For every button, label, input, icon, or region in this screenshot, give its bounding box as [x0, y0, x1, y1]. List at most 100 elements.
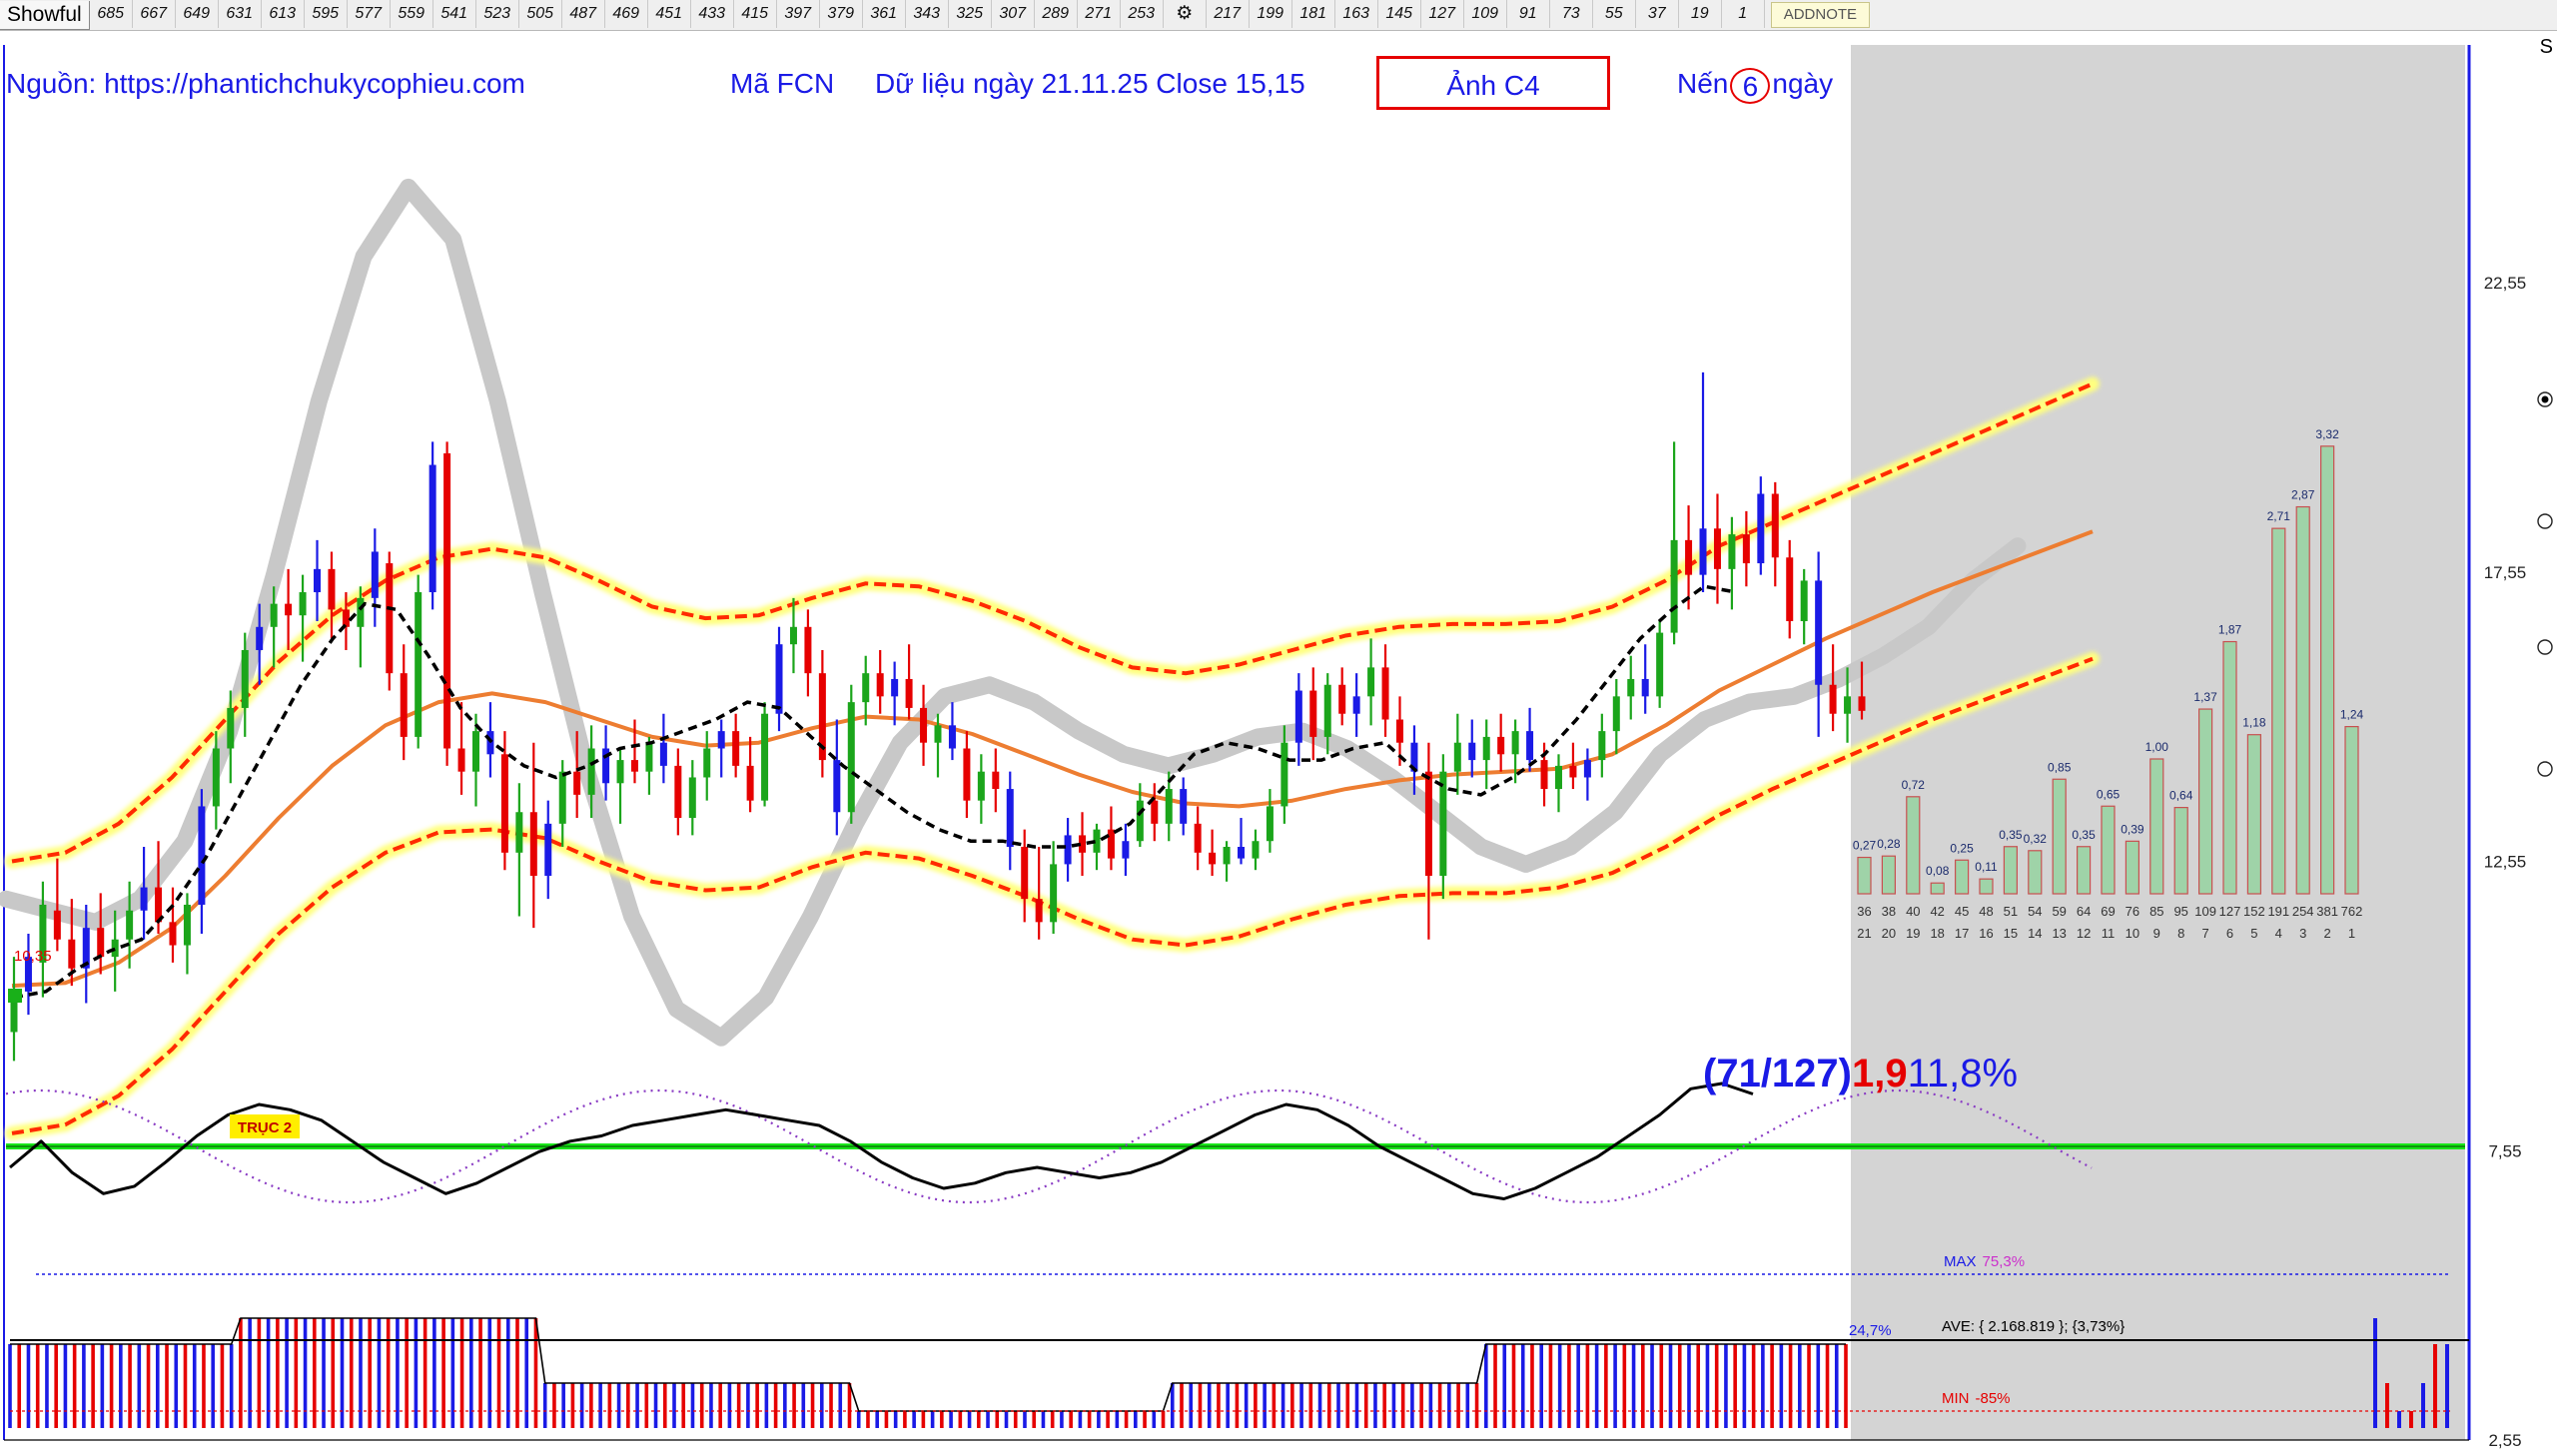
period-button[interactable]: 559	[391, 0, 433, 28]
candle-body	[1627, 678, 1635, 697]
period-button[interactable]: 109	[1464, 0, 1507, 28]
candle	[1526, 707, 1534, 772]
candle-body	[314, 568, 322, 593]
candle-body	[1771, 493, 1779, 558]
addnote-button[interactable]: ADDNOTE	[1770, 2, 1871, 28]
period-button[interactable]: 505	[519, 0, 562, 28]
period-button[interactable]: 73	[1550, 0, 1593, 28]
toolbar: Showful 685 667 649 631 613 595 577 559 541 523 50…	[0, 0, 2557, 31]
candle-body	[934, 725, 942, 743]
period-button[interactable]: 397	[777, 0, 820, 28]
candle	[1294, 673, 1302, 766]
cycle-bar-rect	[2077, 846, 2092, 895]
chart-header: Nguồn: https://phantichchukycophieu.com …	[0, 56, 1858, 110]
candle	[256, 603, 264, 685]
period-button[interactable]: 595	[305, 0, 348, 28]
cycle-bar-index: 20	[1882, 926, 1896, 941]
cycle-bar-rect	[2028, 850, 2043, 895]
candle-body	[1294, 690, 1302, 743]
candle-body	[1858, 696, 1866, 711]
period-button[interactable]: 253	[1121, 0, 1164, 28]
candle	[1151, 783, 1159, 842]
candle-body	[1497, 736, 1505, 755]
cycle-bar-period: 64	[2077, 904, 2091, 919]
cycle-bar-index: 6	[2226, 926, 2233, 941]
period-button[interactable]: 577	[348, 0, 391, 28]
period-button[interactable]: 271	[1078, 0, 1121, 28]
app-brand-button[interactable]: Showful	[0, 0, 90, 30]
period-button[interactable]: 19	[1679, 0, 1722, 28]
period-button[interactable]: 163	[1335, 0, 1378, 28]
cycle-bar-value: 1,37	[2193, 690, 2217, 704]
period-button[interactable]: 127	[1421, 0, 1464, 28]
candle	[415, 574, 423, 749]
period-button[interactable]: 415	[734, 0, 777, 28]
candle	[457, 702, 465, 795]
period-button[interactable]: 325	[949, 0, 992, 28]
candle-body	[789, 626, 797, 645]
period-button[interactable]: 685	[90, 0, 133, 28]
period-button[interactable]: 181	[1292, 0, 1335, 28]
candle-body	[1266, 806, 1274, 842]
cycle-bar: 0,27 36 21	[1853, 839, 1877, 941]
cycle-sine-wave	[5, 1089, 2093, 1204]
source-label[interactable]: Nguồn: https://phantichchukycophieu.com	[6, 68, 525, 99]
period-button[interactable]: 1	[1722, 0, 1765, 28]
cycle-bar-rect	[2125, 840, 2139, 895]
candle	[934, 713, 942, 778]
period-button[interactable]: 469	[605, 0, 648, 28]
candle	[53, 858, 61, 952]
period-button[interactable]: 451	[648, 0, 691, 28]
cycle-bar-rect	[1954, 859, 1970, 895]
candle	[82, 904, 90, 1004]
cycle-bar: 0,65 69 11	[2097, 787, 2121, 941]
price-tick-label: 12,55	[2484, 853, 2527, 872]
candle-body	[1021, 847, 1029, 900]
period-button[interactable]: 91	[1507, 0, 1550, 28]
period-button[interactable]: 487	[562, 0, 605, 28]
candle	[1627, 655, 1635, 720]
period-button[interactable]: 379	[820, 0, 863, 28]
period-button[interactable]: 145	[1378, 0, 1421, 28]
candle-body	[415, 592, 423, 737]
candle-body	[587, 748, 595, 795]
smooth-trend-line	[11, 529, 2094, 989]
candle	[500, 731, 508, 871]
candle	[1815, 551, 1823, 737]
gear-icon[interactable]: ⚙	[1164, 0, 1207, 28]
period-button[interactable]: 613	[262, 0, 305, 28]
cycle-bar-index: 13	[2052, 926, 2066, 941]
start-marker-icon	[8, 989, 22, 1003]
cycle-bar-value: 0,35	[2072, 828, 2096, 842]
period-button[interactable]: 541	[433, 0, 476, 28]
cycle-bar-value: 1,87	[2218, 623, 2242, 637]
cycle-bar-rect	[2198, 708, 2213, 895]
cycle-bar: 3,32 381 2	[2315, 427, 2339, 941]
cycle-bar-rect	[2003, 846, 2019, 895]
period-button[interactable]: 343	[906, 0, 949, 28]
period-button[interactable]: 667	[133, 0, 176, 28]
period-button[interactable]: 217	[1207, 0, 1250, 28]
period-button[interactable]: 55	[1593, 0, 1636, 28]
cycle-bar: 0,64 95 8	[2169, 789, 2193, 941]
period-button[interactable]: 289	[1035, 0, 1078, 28]
candle-body	[659, 742, 667, 766]
period-button[interactable]: 433	[691, 0, 734, 28]
candle	[1266, 789, 1274, 853]
date-close-label: Dữ liệu ngày 21.11.25 Close 15,15	[875, 68, 1305, 99]
period-button[interactable]: 199	[1250, 0, 1292, 28]
candle-body	[1238, 847, 1246, 859]
candle	[1800, 568, 1808, 645]
candle	[1035, 847, 1043, 940]
period-button[interactable]: 307	[992, 0, 1035, 28]
period-button[interactable]: 631	[219, 0, 262, 28]
period-button[interactable]: 649	[176, 0, 219, 28]
period-button[interactable]: 37	[1636, 0, 1679, 28]
candle	[1612, 678, 1620, 755]
candle-body	[920, 707, 928, 743]
candle-body	[53, 910, 61, 940]
period-button[interactable]: 361	[863, 0, 906, 28]
candle-body	[111, 939, 119, 958]
candle-body	[1786, 557, 1794, 622]
period-button[interactable]: 523	[476, 0, 519, 28]
